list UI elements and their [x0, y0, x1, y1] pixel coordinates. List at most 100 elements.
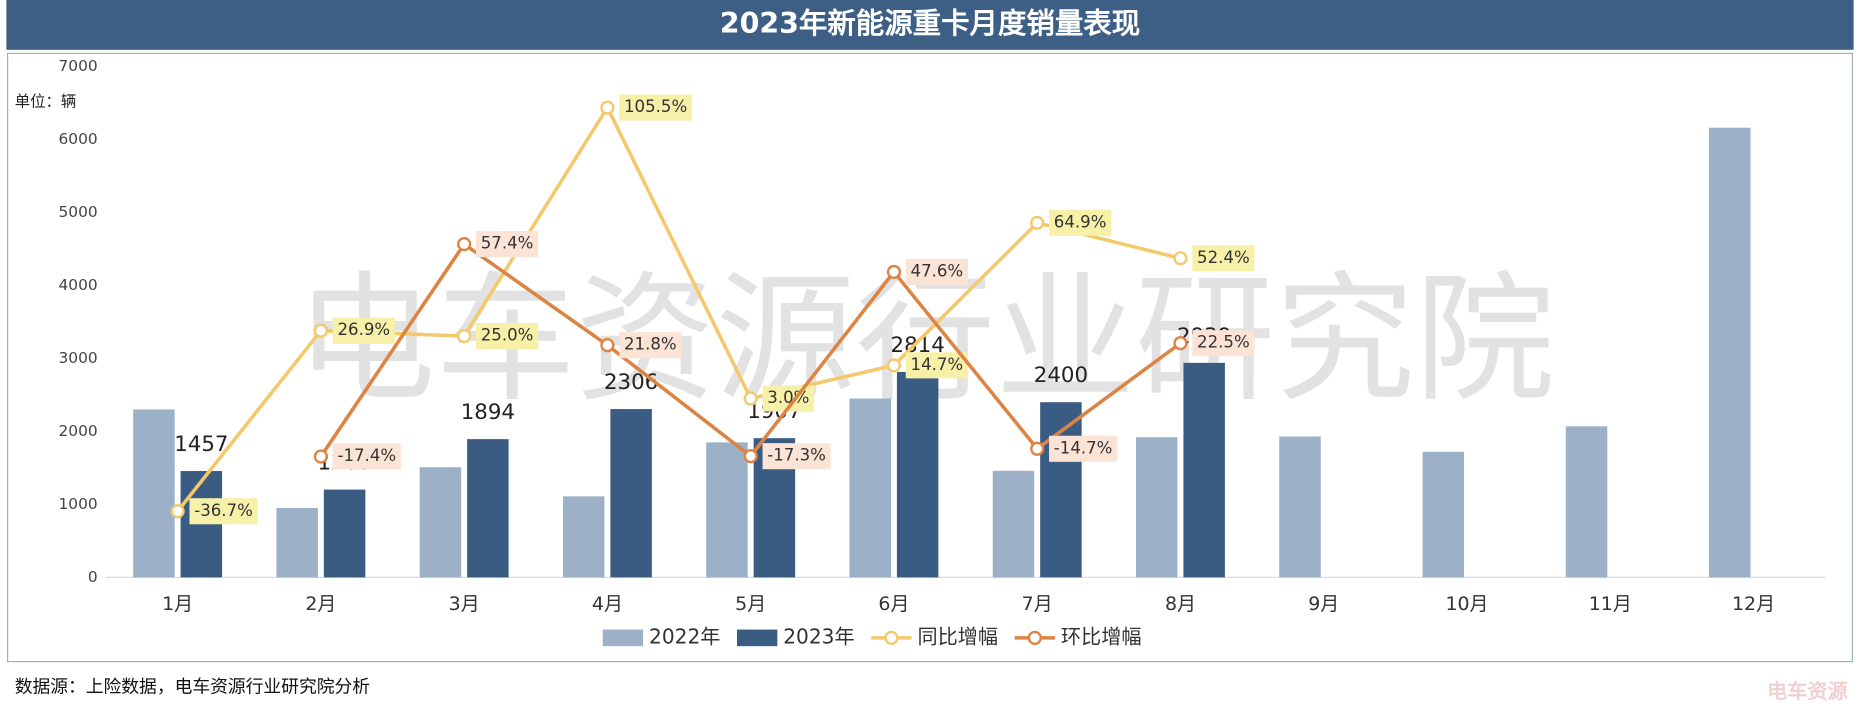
value-label-bg: [332, 317, 395, 344]
bar: [419, 467, 462, 578]
line-point: [170, 504, 185, 519]
x-tick-label: 9月: [1308, 593, 1339, 615]
y-tick-label: 1000: [58, 495, 97, 513]
x-tick-label: 6月: [878, 593, 909, 615]
line-value-label: 64.9%: [1054, 212, 1107, 231]
legend-swatch: [602, 629, 644, 647]
x-tick-label: 8月: [1165, 593, 1196, 615]
line-value-label: -36.7%: [194, 501, 253, 520]
y-tick-label: 0: [88, 568, 98, 586]
line-point: [600, 100, 615, 115]
value-label-bg: [1049, 435, 1118, 462]
legend-label: 2022年: [649, 624, 720, 648]
bar: [1422, 451, 1465, 578]
line-value-label: -17.3%: [767, 446, 826, 465]
legend-label: 环比增幅: [1061, 624, 1142, 648]
line-point: [457, 328, 472, 344]
legend-swatch: [737, 629, 778, 647]
value-label-bg: [1192, 245, 1255, 272]
line-point: [886, 358, 902, 373]
line-point: [1173, 251, 1188, 266]
unit-label: 单位：辆: [15, 92, 77, 110]
line-value-label: -14.7%: [1054, 438, 1113, 457]
line-value-label: 57.4%: [481, 234, 534, 253]
line-point: [743, 449, 758, 464]
line-value-label: -17.4%: [337, 446, 396, 465]
line-value-label: 25.0%: [481, 326, 534, 345]
bar: [1709, 127, 1751, 578]
y-tick-label: 4000: [58, 276, 97, 294]
title-bar: [6, 0, 1854, 50]
value-label-bg: [619, 94, 692, 121]
value-label-bg: [905, 258, 968, 285]
bar: [849, 398, 891, 578]
bar-value-label: 1894: [461, 400, 515, 425]
line-value-label: 47.6%: [911, 261, 964, 280]
x-tick-label: 5月: [735, 593, 766, 615]
bar: [1040, 402, 1082, 578]
legend-swatch: [884, 630, 899, 645]
line-point: [886, 264, 902, 280]
legend-swatch: [1027, 630, 1042, 645]
bar: [562, 496, 605, 578]
bar-value-label: 2400: [1034, 363, 1088, 388]
value-label-bg: [476, 323, 539, 350]
value-label-bg: [332, 443, 401, 470]
bar: [1279, 436, 1321, 578]
bar: [1183, 362, 1225, 578]
source-note: 数据源：上险数据，电车资源行业研究院分析: [15, 677, 370, 698]
y-tick-label: 7000: [58, 57, 97, 75]
line-point: [313, 449, 329, 464]
line-value-label: 26.9%: [337, 320, 390, 339]
y-tick-label: 3000: [58, 349, 97, 367]
line-point: [1030, 215, 1045, 230]
x-tick-label: 10月: [1445, 593, 1488, 615]
bar-value-label: 2306: [604, 370, 658, 395]
value-label-bg: [619, 332, 682, 359]
legend-label: 同比增幅: [917, 624, 998, 648]
bar: [610, 409, 652, 578]
value-label-bg: [905, 352, 968, 379]
value-label-bg: [1049, 209, 1112, 236]
logo: 电车资源: [1767, 679, 1848, 703]
line-value-label: 22.5%: [1197, 333, 1250, 352]
x-tick-label: 12月: [1732, 593, 1775, 615]
y-tick-label: 2000: [58, 422, 97, 440]
line-point: [313, 323, 329, 338]
value-label-bg: [762, 443, 831, 470]
bar: [896, 371, 939, 578]
bar-value-label: 1457: [174, 432, 228, 457]
y-tick-label: 5000: [58, 203, 97, 221]
bar: [992, 470, 1035, 578]
line-point: [457, 236, 472, 252]
x-tick-label: 7月: [1022, 593, 1053, 615]
x-tick-label: 3月: [449, 593, 480, 615]
bar: [1136, 437, 1178, 578]
line-value-label: 21.8%: [624, 335, 677, 354]
chart-title: 2023年新能源重卡月度销量表现: [720, 7, 1140, 40]
y-tick-label: 6000: [58, 130, 97, 148]
bar: [706, 442, 748, 578]
legend-label: 2023年: [783, 624, 854, 648]
bar: [467, 439, 509, 578]
x-tick-label: 1月: [162, 593, 193, 615]
x-tick-label: 11月: [1589, 593, 1632, 615]
bar: [276, 508, 318, 578]
line-value-label: 14.7%: [911, 355, 964, 374]
value-label-bg: [476, 231, 539, 258]
line-value-label: 52.4%: [1197, 248, 1250, 267]
line-value-label: 105.5%: [624, 97, 687, 116]
value-label-bg: [189, 498, 258, 525]
line-point: [743, 391, 758, 406]
line-point: [600, 338, 615, 353]
bar: [133, 409, 175, 578]
line-point: [1173, 336, 1188, 351]
bar: [1565, 426, 1608, 578]
bar: [323, 489, 366, 578]
x-tick-label: 2月: [305, 593, 336, 615]
value-label-bg: [1192, 330, 1255, 357]
chart-frame: [6, 52, 1854, 663]
line-point: [1030, 441, 1045, 456]
x-tick-label: 4月: [592, 593, 623, 615]
